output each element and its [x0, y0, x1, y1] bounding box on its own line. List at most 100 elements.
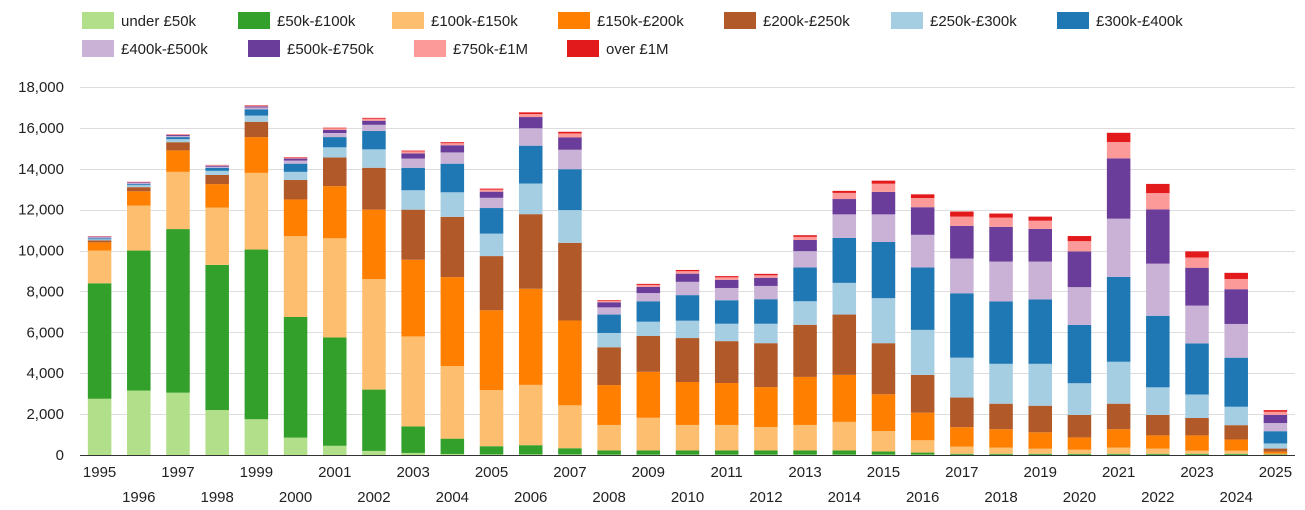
bar-segment: [518, 113, 543, 118]
bar-segment: [1106, 276, 1131, 362]
bar-segment: [166, 229, 190, 393]
bar-segment: [950, 258, 974, 294]
bar-segment: [166, 134, 190, 136]
bar-segment: [1146, 448, 1170, 454]
legend-label: £100k-£150k: [431, 13, 518, 30]
bar-segment: [597, 307, 621, 315]
bar-segment: [558, 131, 582, 134]
x-tick-label: 1998: [200, 489, 233, 506]
bar-segment: [871, 183, 896, 192]
bar-segment: [714, 424, 739, 451]
bar-segment: [205, 174, 229, 185]
bar-segment: [754, 275, 778, 278]
bar-segment: [518, 454, 543, 455]
bar-segment: [793, 450, 817, 455]
bar-segment: [283, 180, 308, 200]
bar-segment: [362, 389, 386, 451]
bar-segment: [675, 273, 700, 282]
legend-label: £750k-£1M: [453, 41, 528, 58]
bar-segment: [479, 189, 504, 192]
bar-segment: [440, 145, 465, 153]
bar-segment: [401, 150, 425, 152]
bar-segment: [323, 337, 347, 446]
bar-segment: [1185, 453, 1209, 455]
x-tick-label: 2025: [1259, 464, 1292, 481]
bar-segment: [871, 180, 896, 184]
bar-segment: [401, 153, 425, 159]
bar-segment: [166, 136, 190, 138]
bar-segment: [362, 120, 386, 125]
bar-segment: [401, 259, 425, 337]
x-tick-label: 2022: [1141, 489, 1174, 506]
bar-segment: [362, 130, 386, 150]
bar-segment: [675, 338, 700, 383]
bar-segment: [362, 279, 386, 390]
bar-segment: [479, 208, 504, 234]
bar-segment: [401, 426, 425, 453]
bar-segment: [127, 187, 151, 192]
bar-segment: [950, 397, 974, 428]
bar-segment: [283, 317, 308, 438]
bar-segment: [518, 214, 543, 289]
bar-segment: [950, 453, 974, 455]
bar-segment: [440, 143, 465, 146]
bar-segment: [87, 250, 112, 284]
bar-segment: [205, 264, 229, 411]
bar-segment: [989, 453, 1013, 455]
bar-segment: [597, 347, 621, 386]
bar-segment: [1106, 132, 1131, 142]
bar-segment: [558, 137, 582, 150]
legend-label: £400k-£500k: [121, 41, 208, 58]
bar-segment: [1067, 236, 1092, 242]
bar-segment: [1106, 361, 1131, 404]
legend-label: £300k-£400k: [1096, 13, 1183, 30]
bar-segment: [166, 150, 190, 172]
bar-segment: [166, 392, 190, 455]
bar-segment: [636, 284, 661, 287]
bar-segment: [283, 157, 308, 159]
legend-label: under £50k: [121, 13, 197, 30]
legend-swatch: [891, 12, 923, 29]
bar-segment: [675, 295, 700, 321]
bar-segment: [558, 133, 582, 138]
bar-segment: [950, 357, 974, 398]
bar-segment: [1067, 437, 1092, 450]
x-tick-label: 2007: [553, 464, 586, 481]
bar-segment: [558, 454, 582, 455]
bar-segment: [754, 323, 778, 344]
bar-segment: [832, 237, 857, 283]
bar-segment: [244, 115, 269, 122]
bar-segment: [244, 109, 269, 116]
bar-segment: [440, 277, 465, 367]
bar-segment: [832, 199, 857, 215]
bar-segment: [793, 376, 817, 425]
bar-segment: [479, 197, 504, 209]
bar-segment: [166, 171, 190, 230]
bar-segment: [597, 385, 621, 425]
bar-segment: [87, 242, 112, 251]
bar-segment: [166, 137, 190, 140]
bar-segment: [1224, 272, 1248, 279]
bar-segment: [127, 390, 151, 455]
bar-segment: [1028, 363, 1052, 406]
bar-segment: [127, 184, 151, 186]
bar-segment: [910, 207, 935, 235]
legend-label: £500k-£750k: [287, 41, 374, 58]
bar-segment: [479, 256, 504, 311]
bar-segment: [1028, 220, 1052, 229]
legend-label: £250k-£300k: [930, 13, 1017, 30]
bar-segment: [362, 149, 386, 168]
bar-segment: [950, 446, 974, 454]
x-tick-label: 2002: [357, 489, 390, 506]
bar-segment: [518, 445, 543, 455]
bar-segment: [1185, 343, 1209, 395]
bar-segment: [283, 171, 308, 181]
bar-segment: [479, 310, 504, 390]
bar-segment: [518, 183, 543, 215]
bar-segment: [244, 105, 269, 107]
bar-segment: [558, 169, 582, 211]
bar-segment: [440, 192, 465, 217]
bar-segment: [714, 276, 739, 278]
bar-segment: [597, 450, 621, 455]
bar-segment: [244, 106, 269, 108]
